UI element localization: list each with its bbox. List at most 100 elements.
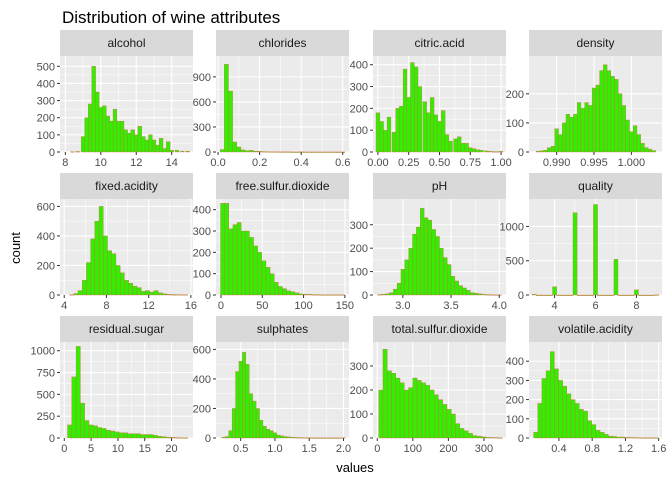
- strip-background: [529, 316, 662, 342]
- histogram-bar: [439, 247, 444, 296]
- histogram-bar: [327, 294, 333, 296]
- histogram-bar: [550, 146, 555, 153]
- y-tick-label: 600: [193, 97, 211, 109]
- histogram-bar: [560, 294, 565, 296]
- x-tick-label: 0.6: [335, 157, 350, 169]
- histogram-bar: [539, 150, 544, 153]
- histogram-bar: [646, 294, 651, 296]
- histogram-bar: [550, 351, 555, 439]
- histogram-bar: [472, 435, 478, 439]
- histogram-bar: [386, 116, 392, 153]
- histogram-bar: [274, 282, 279, 296]
- histogram-bar: [315, 294, 320, 296]
- strip-label: free.sulfur.dioxide: [235, 179, 329, 193]
- histogram-bar: [653, 437, 659, 439]
- histogram-bar: [416, 380, 422, 439]
- histogram-bar: [581, 294, 586, 296]
- histogram-bar: [558, 380, 563, 439]
- histogram-bar: [420, 208, 425, 296]
- histogram-bar: [127, 433, 133, 439]
- x-tick-label: 1.6: [651, 443, 666, 455]
- y-tick-label: 200: [350, 243, 368, 255]
- histogram-bar: [86, 262, 91, 296]
- histogram-bar: [166, 141, 171, 153]
- histogram-bar: [431, 229, 436, 296]
- histogram-bar: [535, 150, 541, 153]
- histogram-bar: [118, 432, 124, 439]
- histogram-bar: [71, 376, 77, 439]
- histogram-bar: [232, 141, 237, 153]
- strip-label: total.sulfur.dioxide: [391, 322, 487, 336]
- strip-background: [216, 173, 349, 199]
- histogram-bar: [290, 151, 296, 153]
- histogram-bar: [572, 212, 578, 296]
- histogram-bar: [166, 436, 171, 439]
- y-tick-label: 100: [37, 130, 55, 142]
- histogram-bar: [153, 435, 158, 439]
- histogram-bar: [459, 428, 465, 439]
- histogram-bar: [626, 294, 631, 296]
- histogram-bar: [123, 432, 128, 439]
- histogram-bar: [591, 424, 597, 439]
- histogram-bar: [640, 143, 645, 153]
- y-axis-title: count: [8, 232, 23, 264]
- strip-background: [60, 316, 193, 342]
- histogram-bar: [307, 294, 312, 296]
- histogram-bar: [621, 294, 627, 296]
- histogram-bar: [180, 150, 185, 153]
- y-tick-label: 400: [37, 231, 55, 243]
- histogram-bar: [235, 371, 240, 439]
- histogram-bar: [73, 293, 79, 296]
- histogram-bar: [399, 382, 405, 439]
- histogram-bar: [614, 79, 619, 153]
- strip-background: [60, 30, 193, 56]
- histogram-bar: [261, 151, 267, 153]
- histogram-bar: [84, 117, 89, 153]
- histogram-bar: [545, 370, 551, 439]
- y-tick-label: 400: [350, 60, 368, 72]
- y-tick-label: 300: [350, 220, 368, 232]
- histogram-bar: [276, 434, 281, 439]
- histogram-bar: [589, 294, 594, 296]
- y-tick-label: 300: [350, 82, 368, 94]
- x-tick-label: 15: [139, 443, 151, 455]
- y-tick-label: 300: [193, 226, 211, 238]
- histogram-bar: [157, 292, 163, 296]
- histogram-bar: [102, 105, 107, 153]
- histogram-bar: [219, 149, 225, 153]
- histogram-bar: [396, 283, 402, 296]
- histogram-bar: [220, 203, 225, 296]
- histogram-bar: [375, 112, 381, 153]
- histogram-bar: [433, 394, 439, 439]
- histogram-bar: [274, 151, 279, 153]
- histogram-bar: [249, 393, 253, 439]
- histogram-bar: [98, 107, 103, 153]
- histogram-bar: [554, 368, 559, 439]
- histogram-bar: [638, 294, 643, 296]
- histogram-bar: [603, 64, 608, 153]
- x-tick-label: 16: [185, 300, 197, 312]
- histogram-bar: [300, 437, 305, 439]
- histogram-bar: [564, 294, 570, 296]
- histogram-bar: [328, 151, 333, 153]
- strip-label: sulphates: [257, 322, 308, 336]
- histogram-bar: [290, 437, 294, 439]
- histogram-bar: [245, 363, 250, 439]
- y-tick-label: 750: [37, 368, 55, 380]
- histogram-bar: [548, 294, 553, 296]
- histogram-bar: [134, 134, 139, 153]
- panel-total-sulfur-dioxide: total.sulfur.dioxide 0 100 200 300 0 100 200 300: [350, 316, 506, 455]
- panel-residual-sugar: residual.sugar 0 250 500 750 1000 0 5 10 15 20: [31, 316, 193, 455]
- histogram-bar: [166, 294, 172, 296]
- y-tick-label: 0: [205, 147, 211, 159]
- histogram-bar: [443, 257, 448, 296]
- histogram-bar: [543, 150, 548, 153]
- y-tick-label: 200: [506, 395, 524, 407]
- histogram-bar: [595, 430, 601, 439]
- histogram-bar: [131, 433, 137, 439]
- histogram-bar: [624, 437, 630, 439]
- x-tick-label: 0.5: [233, 443, 248, 455]
- y-tick-label: 300: [350, 361, 368, 373]
- histogram-bar: [111, 253, 117, 296]
- strip-background: [373, 316, 506, 342]
